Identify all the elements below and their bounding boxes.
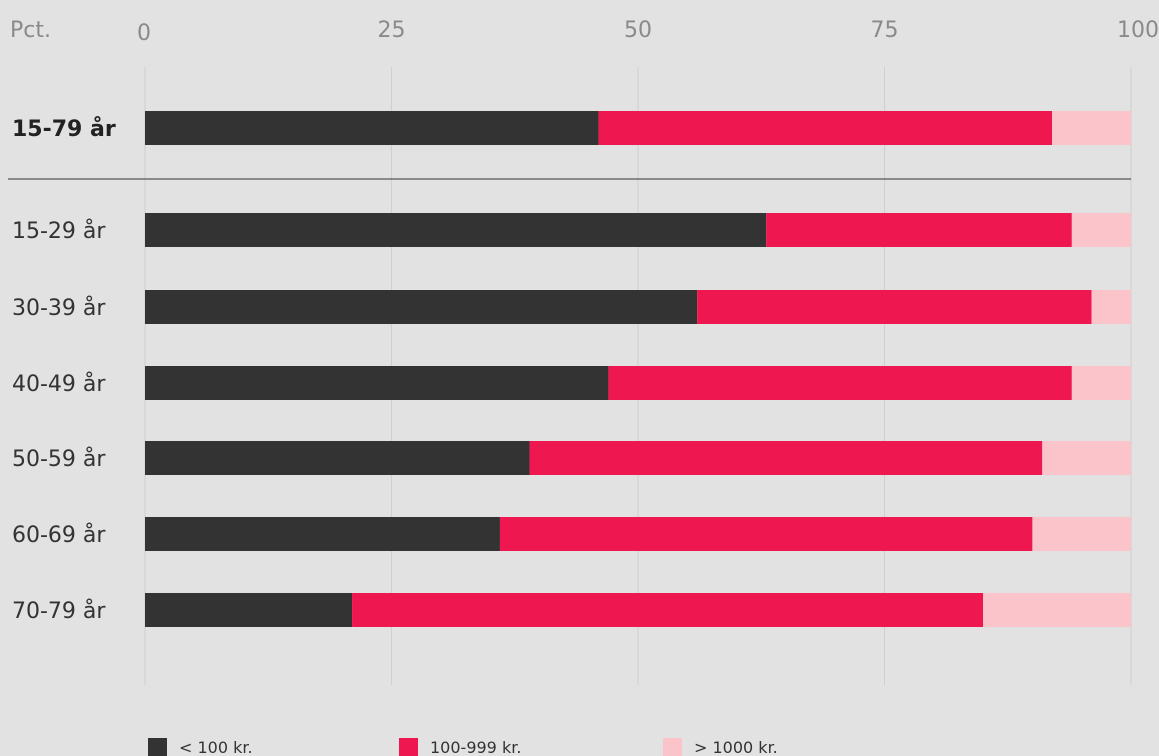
- bar-segment: [145, 290, 698, 324]
- category-label: 30-39 år: [12, 295, 106, 321]
- bar-segment: [598, 111, 1053, 145]
- category-labels: 15-79 år 15-29 år 30-39 år 40-49 år 50-59 år…: [12, 116, 116, 624]
- bar-segment: [608, 366, 1072, 400]
- category-label: 60-69 år: [12, 522, 106, 548]
- x-tick-label: 100: [1117, 18, 1159, 43]
- bar-segment: [983, 593, 1131, 627]
- bar-segment: [1032, 517, 1131, 551]
- legend-label: < 100 kr.: [179, 738, 253, 756]
- legend-swatch: [399, 738, 418, 756]
- bar-segment: [499, 517, 1033, 551]
- x-tick-label: 75: [871, 18, 899, 43]
- legend-label: > 1000 kr.: [694, 738, 778, 756]
- bar-segment: [529, 441, 1043, 475]
- x-tick-label: 25: [378, 18, 406, 43]
- bar-segment: [145, 441, 530, 475]
- bar-segment: [1071, 213, 1131, 247]
- category-label: 15-79 år: [12, 116, 116, 142]
- bar-segment: [145, 111, 599, 145]
- bar-segment: [1042, 441, 1131, 475]
- category-label: 15-29 år: [12, 218, 106, 244]
- x-tick-label: 50: [624, 18, 652, 43]
- legend-swatch: [663, 738, 682, 756]
- bar-segment: [145, 366, 609, 400]
- legend: < 100 kr. 100-999 kr. > 1000 kr.: [148, 738, 778, 756]
- legend-swatch: [148, 738, 167, 756]
- bar-segment: [145, 517, 500, 551]
- category-label: 70-79 år: [12, 598, 106, 624]
- category-label: 40-49 år: [12, 371, 106, 397]
- bar-segment: [352, 593, 984, 627]
- bar-segment: [1071, 366, 1131, 400]
- bar-segment: [1091, 290, 1131, 324]
- bar-segment: [145, 213, 767, 247]
- bar-segment: [766, 213, 1072, 247]
- bars: [145, 111, 1131, 627]
- bar-segment: [697, 290, 1092, 324]
- category-label: 50-59 år: [12, 446, 106, 472]
- legend-label: 100-999 kr.: [430, 738, 521, 756]
- x-axis-ticks: 0 25 50 75 100: [137, 18, 1159, 46]
- bar-segment: [1052, 111, 1131, 145]
- bar-segment: [145, 593, 353, 627]
- x-tick-label: 0: [137, 21, 151, 46]
- unit-label: Pct.: [10, 18, 51, 43]
